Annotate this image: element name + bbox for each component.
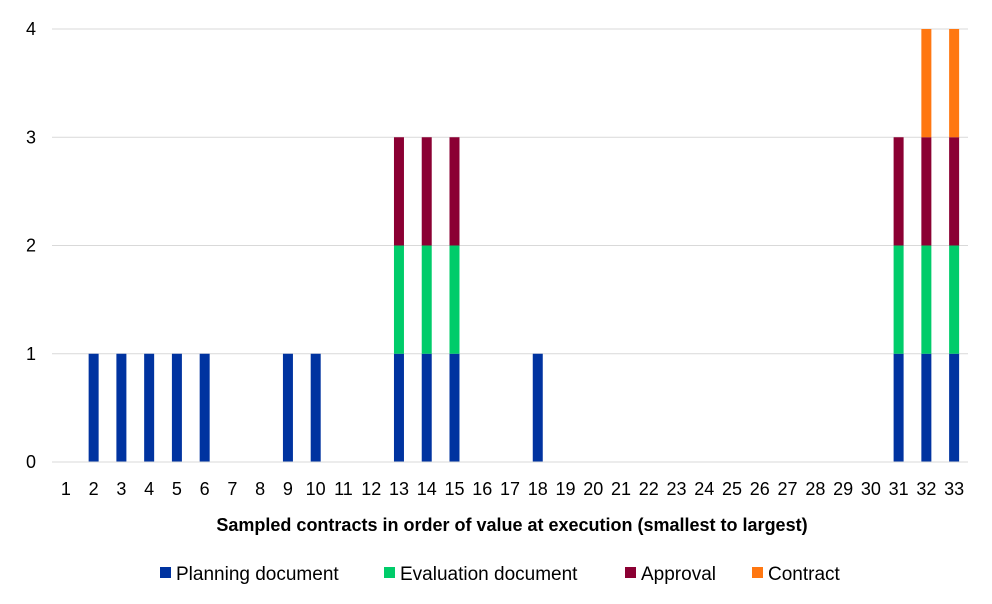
x-tick-label: 11 — [334, 479, 353, 499]
x-tick-label: 27 — [778, 479, 798, 499]
x-tick-label: 4 — [144, 479, 154, 499]
x-tick-label: 20 — [583, 479, 603, 499]
x-tick-label: 7 — [227, 479, 237, 499]
legend-label: Evaluation document — [400, 564, 578, 585]
y-tick-label: 2 — [26, 236, 36, 256]
bar-segment — [393, 245, 404, 354]
y-tick-label: 0 — [26, 452, 36, 472]
bar-segment — [921, 29, 932, 138]
y-axis-tick-labels: 0 1 2 3 4 — [26, 19, 36, 472]
x-tick-label: 22 — [639, 479, 659, 499]
bar-segment — [199, 353, 210, 462]
bar-segment — [893, 137, 904, 246]
x-tick-label: 24 — [694, 479, 714, 499]
x-tick-label: 3 — [116, 479, 126, 499]
bar-segment — [949, 353, 960, 462]
bar-segment — [171, 353, 182, 462]
x-axis-tick-labels: 1 2 3 4 5 6 7 8 9 10 11 12 13 14 15 16 17 18 19 20 21 22 23 24 2… — [61, 479, 964, 499]
x-tick-label: 14 — [417, 479, 437, 499]
y-tick-label: 4 — [26, 19, 36, 39]
legend-swatch — [625, 567, 636, 578]
x-axis-label: Sampled contracts in order of value at e… — [216, 515, 807, 535]
bar-segment — [449, 137, 460, 246]
x-tick-label: 30 — [861, 479, 881, 499]
x-tick-label: 9 — [283, 479, 293, 499]
x-tick-label: 10 — [306, 479, 326, 499]
bar-segment — [893, 353, 904, 462]
legend-label: Contract — [768, 564, 841, 585]
legend-label: Planning document — [176, 564, 339, 585]
x-tick-label: 15 — [444, 479, 464, 499]
x-tick-label: 32 — [916, 479, 936, 499]
bar-segment — [393, 353, 404, 462]
bar-segment — [116, 353, 127, 462]
x-tick-label: 31 — [889, 479, 909, 499]
x-tick-label: 13 — [389, 479, 409, 499]
legend-label: Approval — [641, 564, 716, 585]
x-tick-label: 25 — [722, 479, 742, 499]
bar-segment — [921, 245, 932, 354]
bar-segment — [949, 29, 960, 138]
x-tick-label: 6 — [200, 479, 210, 499]
bar-segment — [393, 137, 404, 246]
x-tick-label: 17 — [500, 479, 520, 499]
bar-segment — [88, 353, 99, 462]
x-tick-label: 21 — [611, 479, 631, 499]
bar-segment — [449, 353, 460, 462]
bar-segment — [893, 245, 904, 354]
bar-segment — [421, 353, 432, 462]
x-tick-label: 26 — [750, 479, 770, 499]
x-tick-label: 23 — [667, 479, 687, 499]
x-tick-label: 16 — [472, 479, 492, 499]
bar-segment — [449, 245, 460, 354]
bar-segment — [310, 353, 321, 462]
x-tick-label: 18 — [528, 479, 548, 499]
bar-segment — [921, 137, 932, 246]
bar-segment — [532, 353, 543, 462]
x-tick-label: 29 — [833, 479, 853, 499]
x-tick-label: 8 — [255, 479, 265, 499]
x-tick-label: 5 — [172, 479, 182, 499]
bars — [88, 29, 960, 462]
bar-segment — [144, 353, 155, 462]
legend-swatch — [752, 567, 763, 578]
bar-segment — [949, 245, 960, 354]
x-tick-label: 12 — [361, 479, 381, 499]
x-tick-label: 1 — [61, 479, 71, 499]
legend: Planning document Evaluation document Appr… — [160, 564, 841, 585]
legend-swatch — [160, 567, 171, 578]
x-tick-label: 2 — [89, 479, 99, 499]
gridlines — [52, 28, 968, 355]
bar-segment — [421, 137, 432, 246]
bar-segment — [949, 137, 960, 246]
x-tick-label: 28 — [805, 479, 825, 499]
bar-segment — [282, 353, 293, 462]
bar-segment — [921, 353, 932, 462]
bar-segment — [421, 245, 432, 354]
legend-swatch — [384, 567, 395, 578]
y-tick-label: 3 — [26, 127, 36, 147]
y-tick-label: 1 — [26, 344, 36, 364]
x-tick-label: 33 — [944, 479, 964, 499]
x-tick-label: 19 — [555, 479, 575, 499]
